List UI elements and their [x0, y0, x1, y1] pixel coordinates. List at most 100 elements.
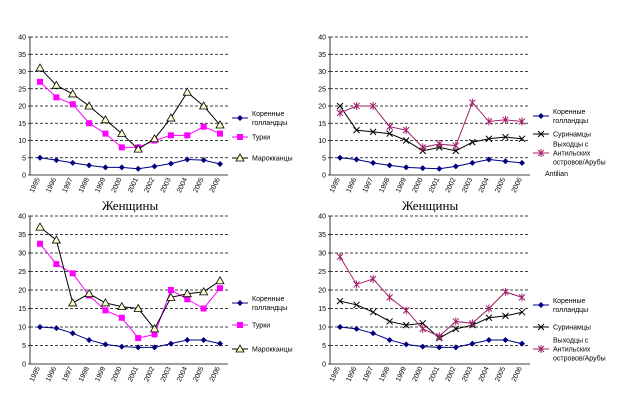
marker — [452, 147, 460, 155]
y-tick-label: 30 — [318, 69, 326, 76]
y-tick-label: 0 — [22, 173, 26, 180]
marker — [353, 325, 360, 332]
y-tick-label: 10 — [318, 138, 326, 145]
marker — [419, 143, 427, 152]
y-tick-label: 25 — [318, 269, 326, 276]
legend-label: Коренные голландцы — [553, 109, 588, 125]
marker — [184, 156, 191, 163]
marker — [37, 154, 43, 161]
marker — [51, 235, 62, 244]
marker — [166, 292, 176, 301]
series-line — [39, 243, 221, 339]
marker — [369, 308, 377, 316]
x-tick-label: 1998 — [379, 366, 392, 383]
x-tick-label: 2001 — [428, 366, 441, 383]
marker — [151, 344, 158, 351]
series-line — [39, 81, 221, 148]
marker — [235, 153, 245, 162]
x-tick-label: 1997 — [362, 177, 375, 194]
marker — [166, 113, 176, 122]
marker — [353, 102, 360, 110]
marker — [419, 343, 426, 350]
marker — [436, 165, 443, 172]
chart-title: Женщины — [102, 198, 159, 213]
y-tick-label: 20 — [18, 288, 26, 295]
y-tick-label: 40 — [318, 35, 326, 42]
marker — [403, 341, 410, 348]
marker — [69, 159, 76, 166]
x-tick-label: 1995 — [29, 177, 42, 194]
marker — [198, 101, 209, 110]
marker — [200, 157, 207, 164]
marker — [485, 135, 493, 143]
marker — [519, 340, 525, 347]
marker — [353, 126, 360, 134]
x-tick-label: 2005 — [193, 366, 206, 383]
marker — [502, 158, 509, 165]
marker — [200, 123, 207, 130]
marker — [102, 307, 109, 314]
x-tick-label: 1999 — [395, 177, 408, 194]
y-tick-label: 30 — [18, 69, 26, 76]
x-tick-label: 2004 — [478, 366, 491, 383]
series-line — [39, 157, 221, 170]
marker — [118, 144, 125, 151]
marker — [402, 306, 410, 315]
marker — [502, 133, 509, 141]
marker — [369, 102, 377, 110]
marker — [537, 149, 545, 157]
marker — [117, 301, 127, 311]
marker — [537, 130, 545, 138]
marker — [167, 340, 174, 347]
y-tick-label: 20 — [18, 104, 26, 111]
x-tick-label: 1995 — [329, 177, 342, 194]
legend-label: Коренные голландцы — [553, 298, 588, 314]
marker — [37, 240, 43, 247]
marker — [386, 336, 393, 343]
marker — [337, 154, 343, 161]
marker — [53, 261, 60, 268]
marker — [133, 144, 143, 153]
marker — [37, 324, 43, 330]
marker — [485, 314, 493, 322]
marker — [402, 126, 410, 135]
series-line — [39, 67, 221, 150]
x-tick-label: 2002 — [445, 177, 458, 194]
y-tick-label: 15 — [318, 306, 326, 313]
y-tick-label: 5 — [22, 155, 26, 162]
marker — [402, 321, 410, 329]
y-tick-label: 20 — [318, 288, 326, 295]
marker — [519, 159, 525, 166]
marker — [167, 160, 174, 167]
x-tick-label: 2005 — [494, 366, 507, 383]
chart-title: Женщины — [402, 198, 459, 213]
x-tick-label: 1997 — [62, 177, 75, 194]
y-tick-label: 35 — [18, 52, 26, 59]
y-tick-label: 5 — [322, 155, 326, 162]
marker — [435, 332, 443, 341]
legend-label: Турки — [252, 323, 270, 330]
marker — [35, 63, 45, 72]
y-tick-label: 35 — [318, 232, 326, 239]
marker — [69, 101, 76, 108]
x-tick-label: 2006 — [511, 366, 524, 383]
marker — [84, 288, 94, 298]
x-tick-label: 1998 — [78, 177, 91, 194]
x-tick-label: 2000 — [412, 177, 425, 194]
marker — [353, 301, 360, 309]
marker — [217, 340, 223, 347]
marker — [386, 130, 393, 137]
x-tick-label: 2006 — [511, 177, 524, 194]
marker — [35, 222, 45, 231]
y-tick-label: 30 — [18, 251, 26, 258]
marker — [133, 303, 143, 312]
y-tick-label: 35 — [18, 232, 26, 239]
marker — [419, 319, 427, 327]
marker — [100, 114, 111, 124]
y-tick-label: 30 — [318, 251, 326, 258]
x-tick-label: 2005 — [193, 177, 206, 194]
marker — [184, 296, 191, 303]
x-tick-label: 1996 — [345, 366, 358, 383]
marker — [436, 344, 443, 351]
